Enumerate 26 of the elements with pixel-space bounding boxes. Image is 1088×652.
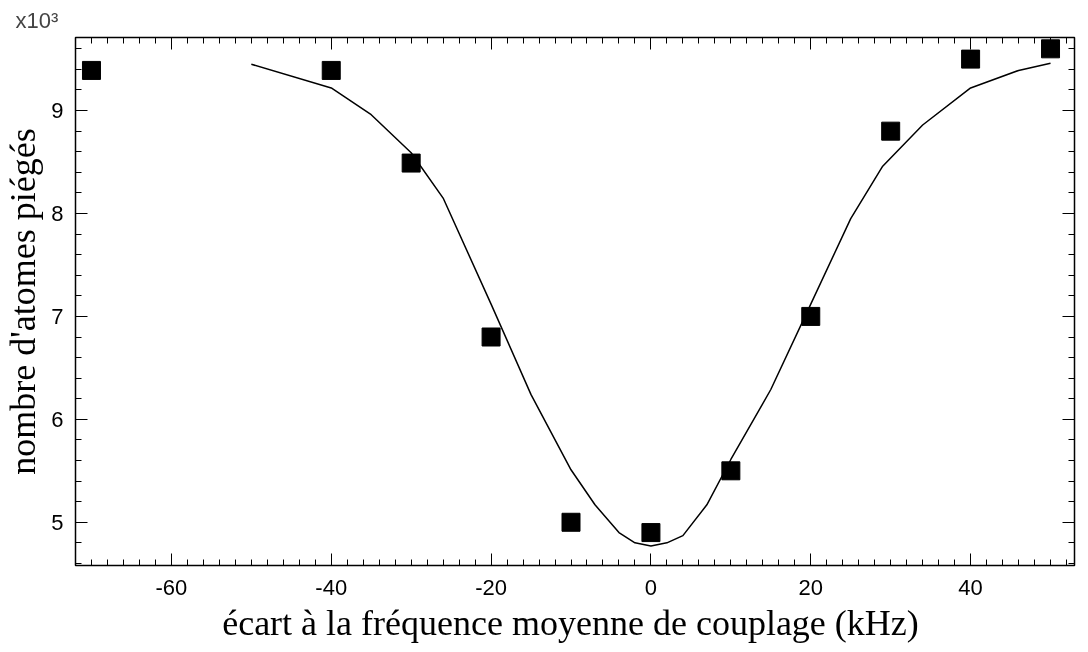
point [881, 121, 901, 141]
y-tick-label: 5 [51, 509, 64, 535]
point [961, 49, 981, 69]
point [481, 327, 501, 347]
y-tick-label: 7 [51, 303, 64, 329]
point [721, 461, 741, 481]
x-tick-label: 20 [798, 574, 824, 600]
x-tick-label: -40 [315, 574, 348, 600]
point [561, 512, 581, 532]
x-axis-title: écart à la fréquence moyenne de couplage (kHz) [222, 602, 919, 643]
point [81, 60, 101, 80]
y-tick-label: 9 [51, 98, 64, 124]
y-tick-label: 8 [51, 201, 64, 226]
point [321, 60, 341, 80]
line-series [250, 62, 1052, 547]
text: x10³ [15, 7, 59, 33]
point [1041, 39, 1061, 59]
y-tick-label: 6 [51, 406, 64, 432]
x-tick-label: -60 [155, 574, 188, 600]
x-tick-label: 0 [644, 574, 658, 600]
point [641, 523, 661, 543]
point [401, 153, 421, 173]
point [801, 306, 821, 326]
x-tick-label: 40 [958, 574, 983, 600]
x-tick-label: -20 [475, 574, 507, 600]
y-axis-title: nombre d'atomes piégés [3, 128, 44, 475]
